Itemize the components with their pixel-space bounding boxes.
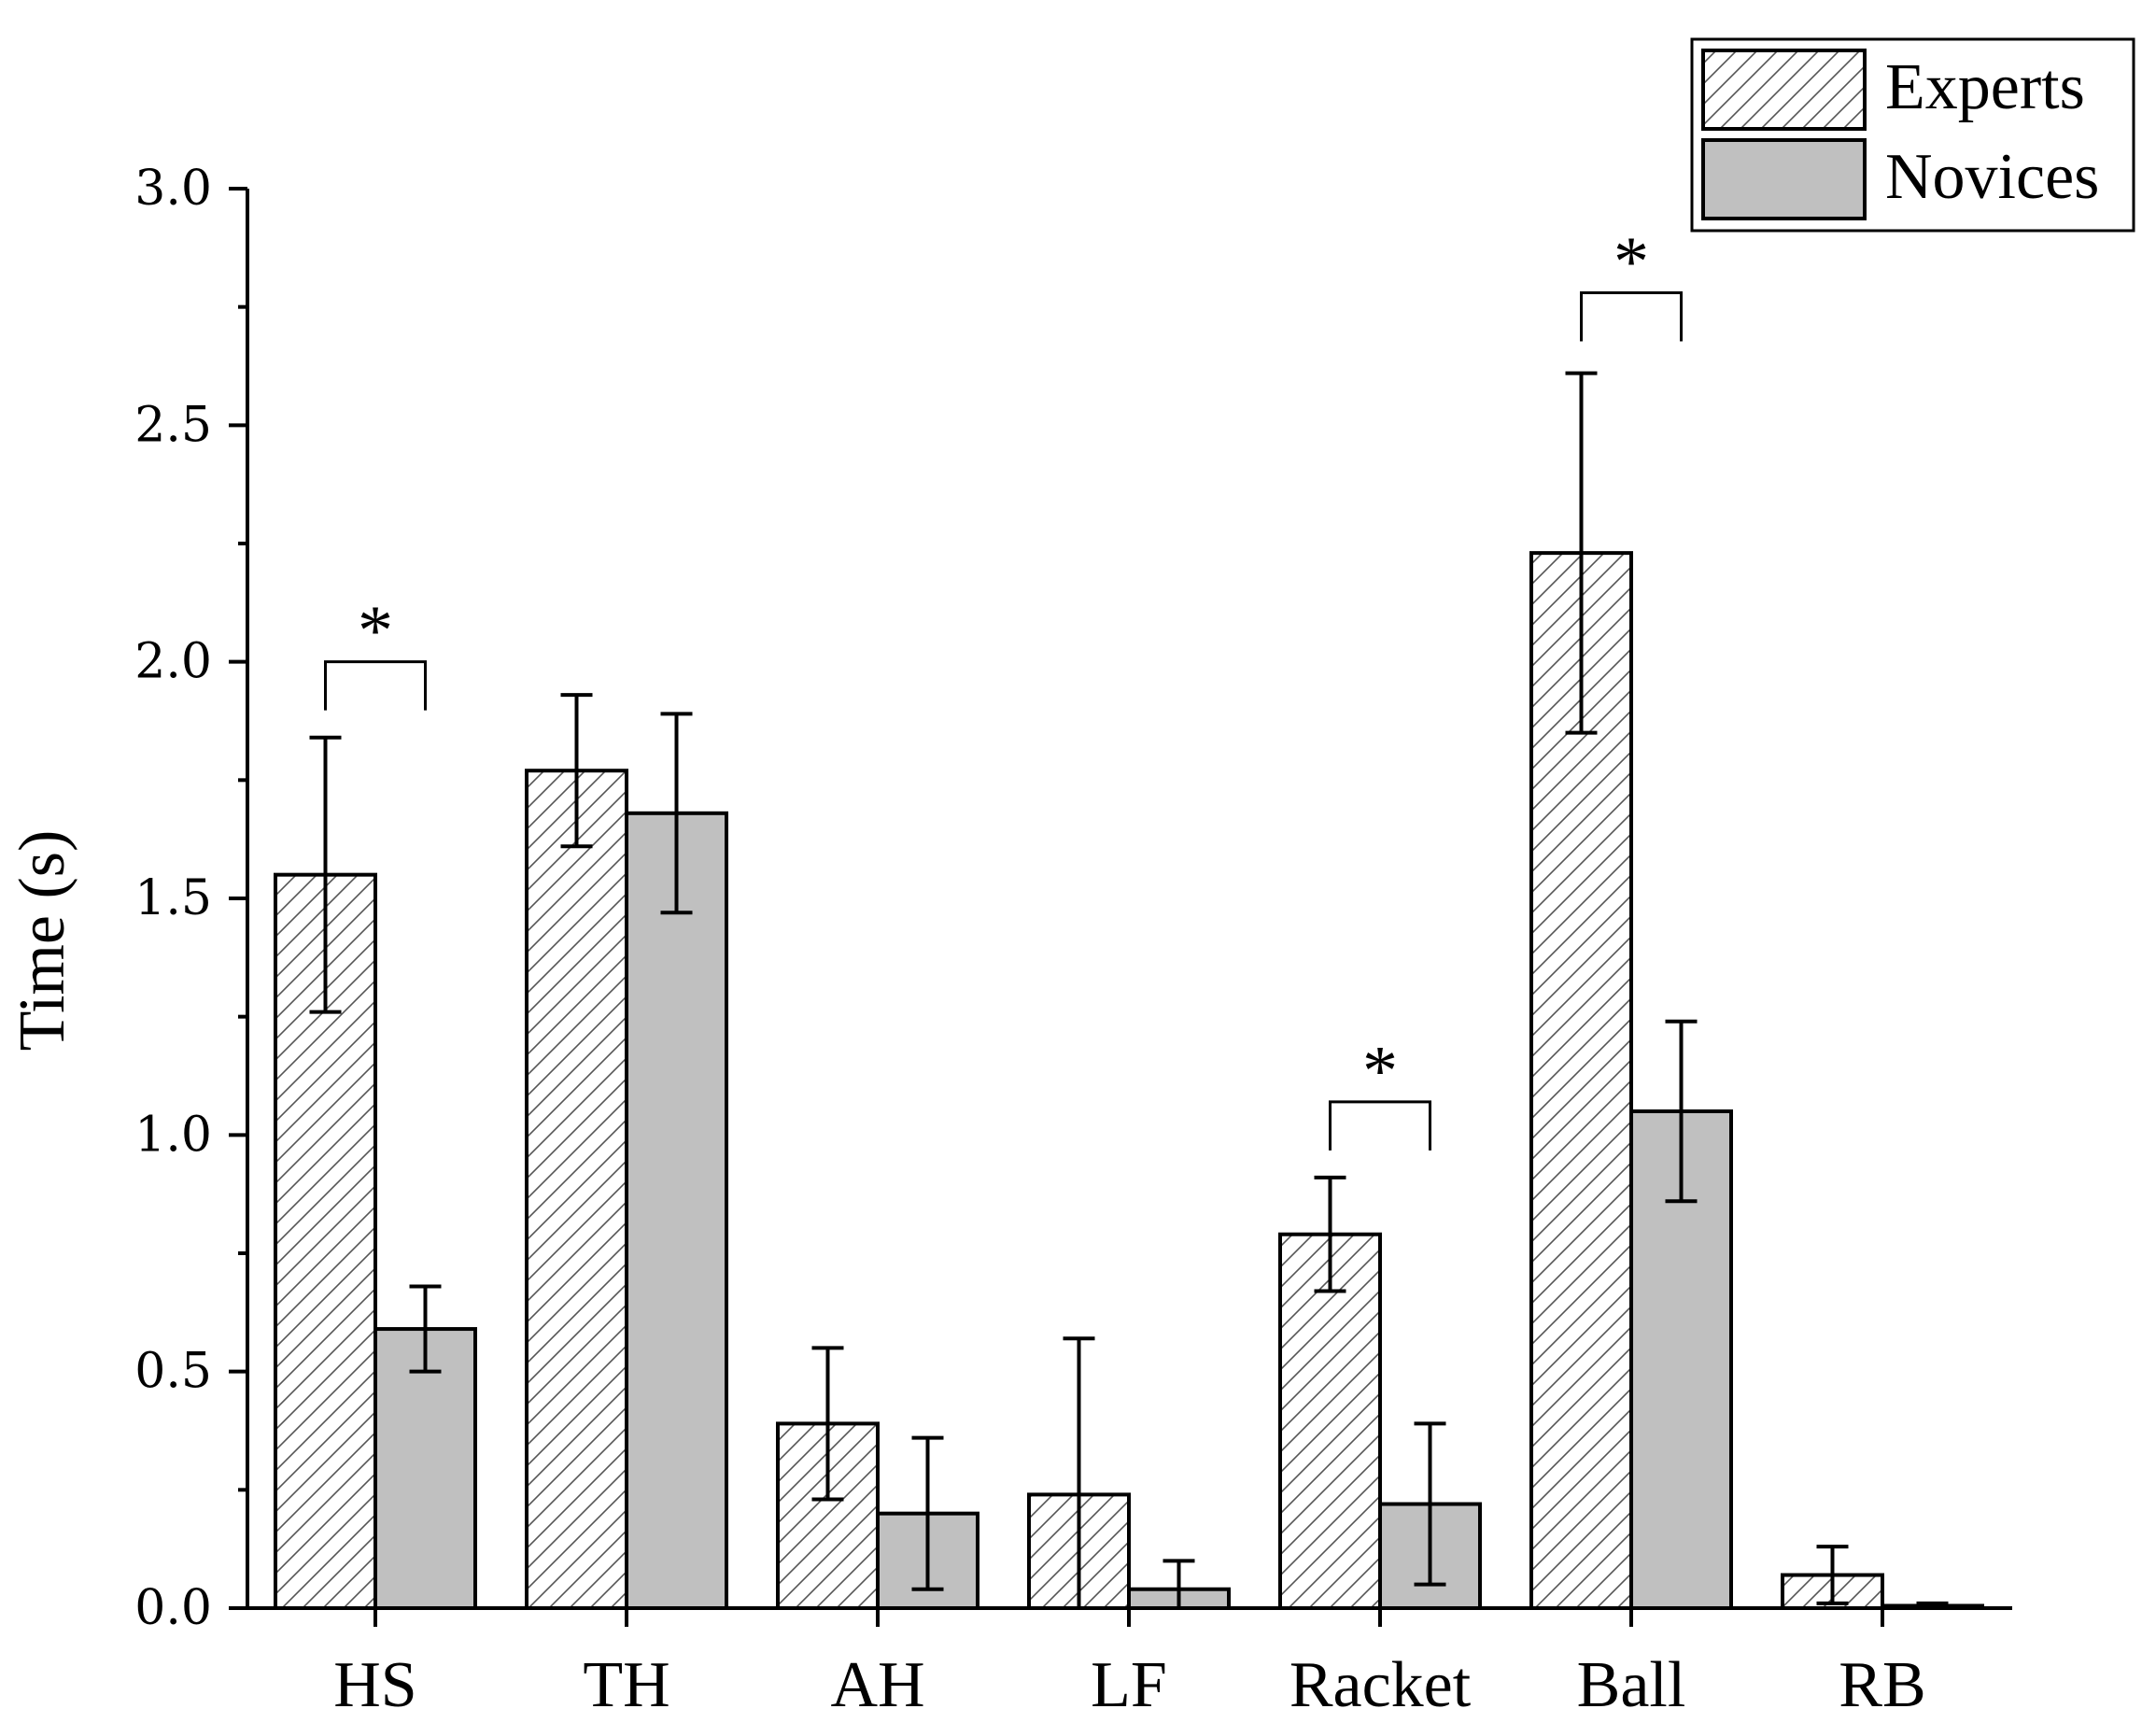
significance-bracket-hs — [324, 660, 427, 711]
x-tick-label-lf: LF — [1091, 1649, 1167, 1721]
x-tick-label-ball: Ball — [1577, 1649, 1686, 1721]
y-axis-title: Time (s) — [7, 830, 78, 1052]
significance-star-ball: * — [1613, 222, 1649, 301]
x-tick-label-th: TH — [583, 1649, 669, 1721]
x-tick-label-hs: HS — [333, 1649, 416, 1721]
y-tick-label: 2.0 — [134, 634, 212, 690]
significance-star-hs: * — [358, 592, 393, 671]
significance-star-racket: * — [1362, 1032, 1398, 1110]
significance-bracket-racket — [1329, 1100, 1431, 1151]
y-tick-label: 0.5 — [134, 1344, 212, 1400]
y-tick-label: 1.0 — [134, 1107, 212, 1163]
bar-experts-racket — [1278, 1232, 1382, 1610]
y-tick-label: 1.5 — [134, 870, 212, 926]
bar-experts-th — [525, 769, 628, 1610]
bar-novices-th — [625, 811, 728, 1610]
y-tick-label: 2.5 — [134, 397, 212, 453]
legend-swatch-experts — [1701, 49, 1867, 131]
x-tick-label-ah: AH — [830, 1649, 924, 1721]
x-tick-label-rb: RB — [1839, 1649, 1925, 1721]
y-tick-label: 3.0 — [134, 161, 212, 217]
legend-label-experts: Experts — [1885, 51, 2085, 123]
legend-label-novices: Novices — [1885, 141, 2099, 213]
significance-bracket-ball — [1580, 290, 1683, 342]
bar-novices-hs — [373, 1327, 477, 1610]
legend-swatch-novices — [1701, 138, 1867, 220]
y-tick-label: 0.0 — [134, 1580, 212, 1636]
plot-area: 0.0 0.5 1.0 1.5 2.0 2.5 3.0 Time (s) HS TH AH LF Rac… — [7, 161, 2012, 1721]
x-tick-label-racket: Racket — [1289, 1649, 1472, 1721]
legend: Experts Novices — [1690, 37, 2135, 233]
